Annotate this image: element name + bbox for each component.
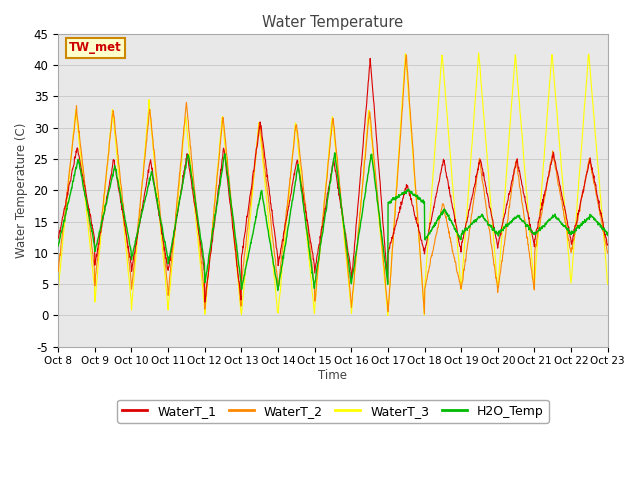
Y-axis label: Water Temperature (C): Water Temperature (C): [15, 122, 28, 258]
Legend: WaterT_1, WaterT_2, WaterT_3, H2O_Temp: WaterT_1, WaterT_2, WaterT_3, H2O_Temp: [117, 400, 548, 423]
Title: Water Temperature: Water Temperature: [262, 15, 403, 30]
Text: TW_met: TW_met: [69, 41, 122, 54]
X-axis label: Time: Time: [319, 369, 348, 382]
